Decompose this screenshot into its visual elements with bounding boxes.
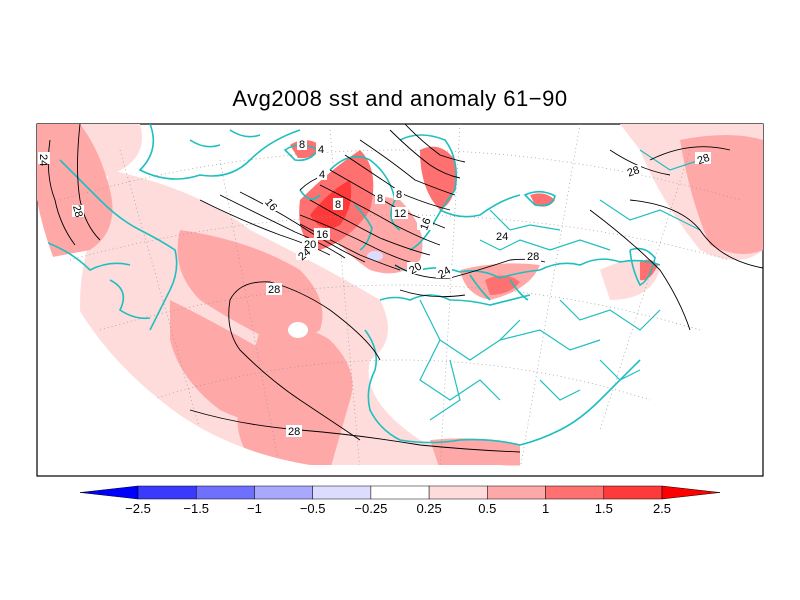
anomaly-negative-spot	[367, 251, 383, 261]
contour-label: 20	[407, 261, 424, 278]
colorbar-tick-label: 0.5	[478, 501, 496, 516]
colorbar-tick-label: −1	[247, 501, 262, 516]
contour-labels: 24 28 28 28 8 4 8 4 8 8 12 16 16	[37, 138, 711, 438]
contour-label: 8	[396, 189, 402, 201]
contour-label: 8	[299, 139, 305, 151]
colorbar-cell	[312, 485, 372, 500]
contour-label: 16	[418, 216, 433, 232]
contour-label: 28	[626, 164, 642, 179]
colorbar-tick-label: 2.5	[653, 501, 671, 516]
contour-label: 24	[37, 154, 49, 166]
colorbar: −2.5 −1.5 −1 −0.5 −0.25 0.25 0.5 1 1.5 2.5	[79, 485, 721, 516]
colorbar-tick-labels: −2.5 −1.5 −1 −0.5 −0.25 0.25 0.5 1 1.5 2.5	[125, 501, 671, 516]
anomaly-neutral-spot	[288, 322, 308, 338]
coastlines	[39, 124, 701, 446]
colorbar-tick-label: 1	[542, 501, 549, 516]
colorbar-tick-label: −1.5	[183, 501, 209, 516]
anomaly-peak-shading	[310, 180, 352, 229]
graticule	[59, 124, 741, 466]
colorbar-tick-label: −2.5	[125, 501, 151, 516]
anomaly-medium-shading	[37, 124, 763, 466]
contour-label: 24	[496, 231, 508, 243]
colorbar-tick-label: 1.5	[595, 501, 613, 516]
contour-label: 28	[288, 426, 300, 438]
colorbar-cell	[428, 485, 488, 500]
contour-label: 8	[377, 193, 383, 205]
map-title: Avg2008 sst and anomaly 61−90	[232, 86, 568, 111]
colorbar-arrow-low	[79, 485, 139, 500]
map-plot-area: 24 28 28 28 8 4 8 4 8 8 12 16 16	[37, 124, 763, 466]
contour-label: 4	[318, 144, 324, 156]
colorbar-cell	[195, 485, 255, 500]
colorbar-cell	[545, 485, 605, 500]
colorbar-cell	[603, 485, 663, 500]
colorbar-cell	[137, 485, 197, 500]
colorbar-tick-label: −0.5	[300, 501, 326, 516]
colorbar-cell	[254, 485, 313, 500]
colorbar-tick-label: 0.25	[416, 501, 441, 516]
colorbar-cells	[79, 485, 721, 500]
contour-label: 24	[436, 265, 453, 282]
colorbar-tick-label: −0.25	[354, 501, 387, 516]
contour-label: 16	[316, 229, 328, 241]
contour-label: 28	[70, 204, 85, 219]
contour-label: 28	[527, 251, 539, 263]
colorbar-cell	[487, 485, 546, 500]
colorbar-cell	[370, 485, 430, 500]
contour-label: 28	[696, 152, 712, 167]
contour-label: 8	[335, 199, 341, 211]
colorbar-arrow-high	[661, 485, 721, 500]
contour-label: 4	[319, 169, 325, 181]
contour-label: 12	[394, 208, 406, 220]
contour-label: 28	[268, 284, 280, 296]
